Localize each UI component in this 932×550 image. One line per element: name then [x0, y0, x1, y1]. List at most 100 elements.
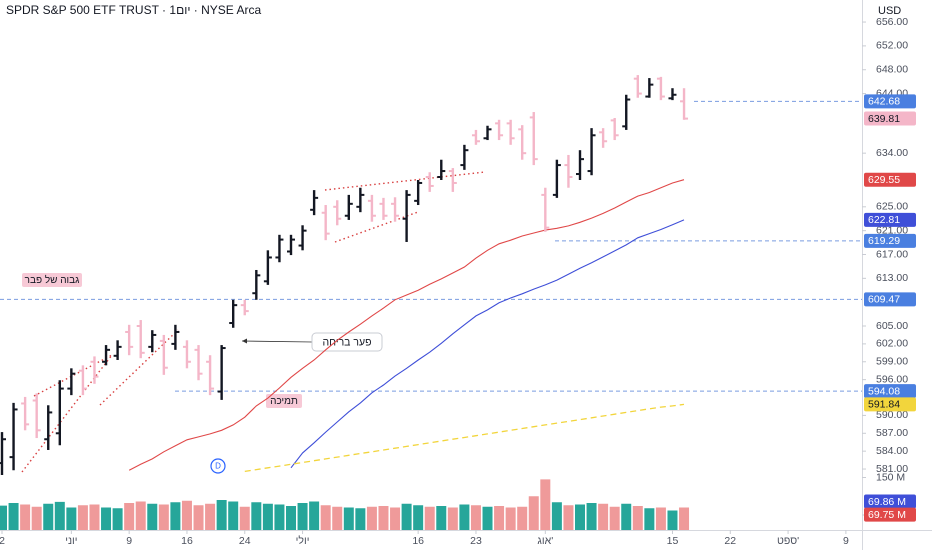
volume-bar [297, 503, 308, 530]
volume-bar [31, 506, 42, 530]
x-tick-label: 24 [239, 535, 251, 547]
volume-bar [135, 501, 146, 530]
volume-bar [447, 507, 458, 530]
volume-bar [228, 501, 239, 530]
volume-bar [54, 501, 65, 530]
volume-bar [505, 507, 516, 530]
volume-bar [147, 503, 158, 530]
x-tick-label: 23 [470, 535, 482, 547]
volume-bar [563, 505, 574, 530]
y-tick-label: 602.00 [876, 338, 908, 350]
volume-bar [470, 505, 481, 530]
y-tick-label: 590.00 [876, 409, 908, 421]
annotation-box [266, 394, 302, 408]
volume-bar [436, 506, 447, 530]
volume-bar [274, 504, 285, 530]
volume-bar [655, 507, 666, 530]
y-tick-label: 581.00 [876, 463, 908, 475]
y-tick-label: 584.00 [876, 445, 908, 457]
volume-bar [309, 501, 320, 530]
x-tick-label: אוג' [537, 535, 553, 547]
x-tick-label: 16 [412, 535, 424, 547]
volume-tick-label: 150 M [876, 471, 905, 483]
volume-bar [575, 504, 585, 530]
annotation-box [22, 273, 82, 287]
price-badge-label: 639.81 [868, 113, 900, 125]
volume-bar [20, 504, 31, 530]
volume-bar [101, 507, 112, 530]
volume-bar [586, 503, 597, 530]
volume-bar [89, 504, 100, 530]
volume-bar [112, 508, 123, 530]
x-tick-label: 9 [126, 535, 132, 547]
volume-bar [609, 506, 620, 530]
price-badge [864, 397, 916, 412]
y-tick-label: 652.00 [876, 40, 908, 52]
x-tick-label: 2 [0, 535, 5, 547]
callout-arrow [241, 340, 313, 343]
price-badge-label: 594.08 [868, 385, 900, 397]
price-badge [864, 94, 916, 109]
volume-bar [343, 507, 354, 530]
volume-bar [517, 506, 528, 530]
volume-bar [528, 496, 539, 530]
volume-bar [181, 500, 192, 530]
currency: USD [878, 5, 901, 17]
volume-bar [482, 506, 493, 530]
y-tick-label: 634.00 [876, 147, 908, 159]
volume-bar [390, 507, 401, 530]
volume-bar [205, 503, 216, 530]
price-badge-label: 69.75 M [868, 509, 906, 521]
annotation: תמיכה [270, 396, 298, 407]
volume-bar [124, 503, 135, 530]
volume-bar [77, 505, 88, 530]
y-tick-label: 596.00 [876, 373, 908, 385]
volume-bar [193, 505, 204, 530]
volume-bar [66, 507, 77, 530]
volume-bar [239, 506, 250, 530]
y-tick-label: 625.00 [876, 201, 908, 213]
price-badge-label: 609.47 [868, 294, 900, 306]
volume-bar [413, 505, 424, 530]
price-badge-label: 629.55 [868, 174, 900, 186]
x-tick-label: ספט' [777, 535, 799, 547]
y-tick-label: 613.00 [876, 272, 908, 284]
volume-bar [0, 505, 7, 530]
volume-bar [355, 508, 366, 530]
volume-bar [378, 506, 389, 530]
volume-bar [366, 506, 377, 530]
price-badge [864, 384, 916, 399]
y-tick-label: 617.00 [876, 248, 908, 260]
volume-bar [158, 504, 169, 530]
dividend-label: D [215, 462, 221, 471]
arrow-head [242, 338, 247, 344]
price-badge [864, 111, 916, 126]
moving-average [128, 179, 685, 471]
volume-bar [332, 506, 343, 530]
volume-bar [632, 506, 643, 530]
volume-bar [551, 502, 562, 530]
x-tick-label: 9 [843, 535, 849, 547]
price-badge-label: 69.86 M [868, 496, 906, 508]
price-badge-label: 642.68 [868, 96, 900, 108]
volume-bar [621, 503, 632, 530]
y-tick-label: 605.00 [876, 320, 908, 332]
volume-bar [170, 502, 181, 530]
volume-bar [644, 508, 655, 530]
volume-bar [251, 502, 262, 530]
volume-bar [540, 479, 551, 530]
volume-bar [262, 503, 273, 530]
moving-average [244, 403, 685, 473]
x-tick-label: 15 [667, 535, 679, 547]
x-tick-label: יוני [65, 535, 77, 547]
volume-bar [679, 507, 690, 530]
volume-bar [216, 500, 227, 530]
volume-bar [320, 505, 331, 530]
volume-bar [424, 506, 435, 530]
volume-bar [43, 503, 54, 530]
volume-bar [598, 503, 609, 530]
annotation: פער בריחה [322, 336, 371, 348]
volume-bar [459, 504, 470, 530]
